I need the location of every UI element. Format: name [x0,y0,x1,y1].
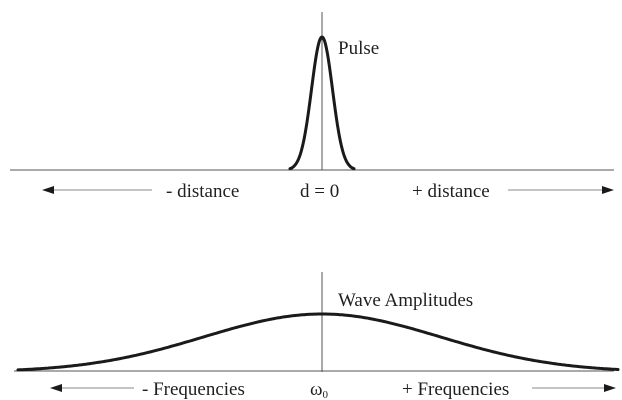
plus-frequencies-label: + Frequencies [402,379,509,400]
right-arrowhead-icon [602,186,614,194]
left-arrowhead-icon [42,186,54,194]
wave-amplitudes-label: Wave Amplitudes [338,290,473,311]
omega-symbol: ω [310,379,323,400]
pulse-label: Pulse [338,38,379,59]
pulse-curve [288,35,356,171]
left-arrowhead-icon [50,384,62,392]
minus-frequencies-label: - Frequencies [142,379,245,400]
distance-zero-label: d = 0 [300,181,339,202]
omega-zero-label: ω0 [310,379,329,400]
pulse-panel: Pulse - distance d = 0 + distance [10,12,614,202]
plus-distance-label: + distance [412,181,490,202]
frequency-panel: Wave Amplitudes - Frequencies ω0 + Frequ… [14,272,620,400]
minus-distance-label: - distance [166,181,239,202]
omega-subscript: 0 [323,389,329,400]
wave-amplitude-curve [16,312,620,372]
right-arrowhead-icon [604,384,616,392]
